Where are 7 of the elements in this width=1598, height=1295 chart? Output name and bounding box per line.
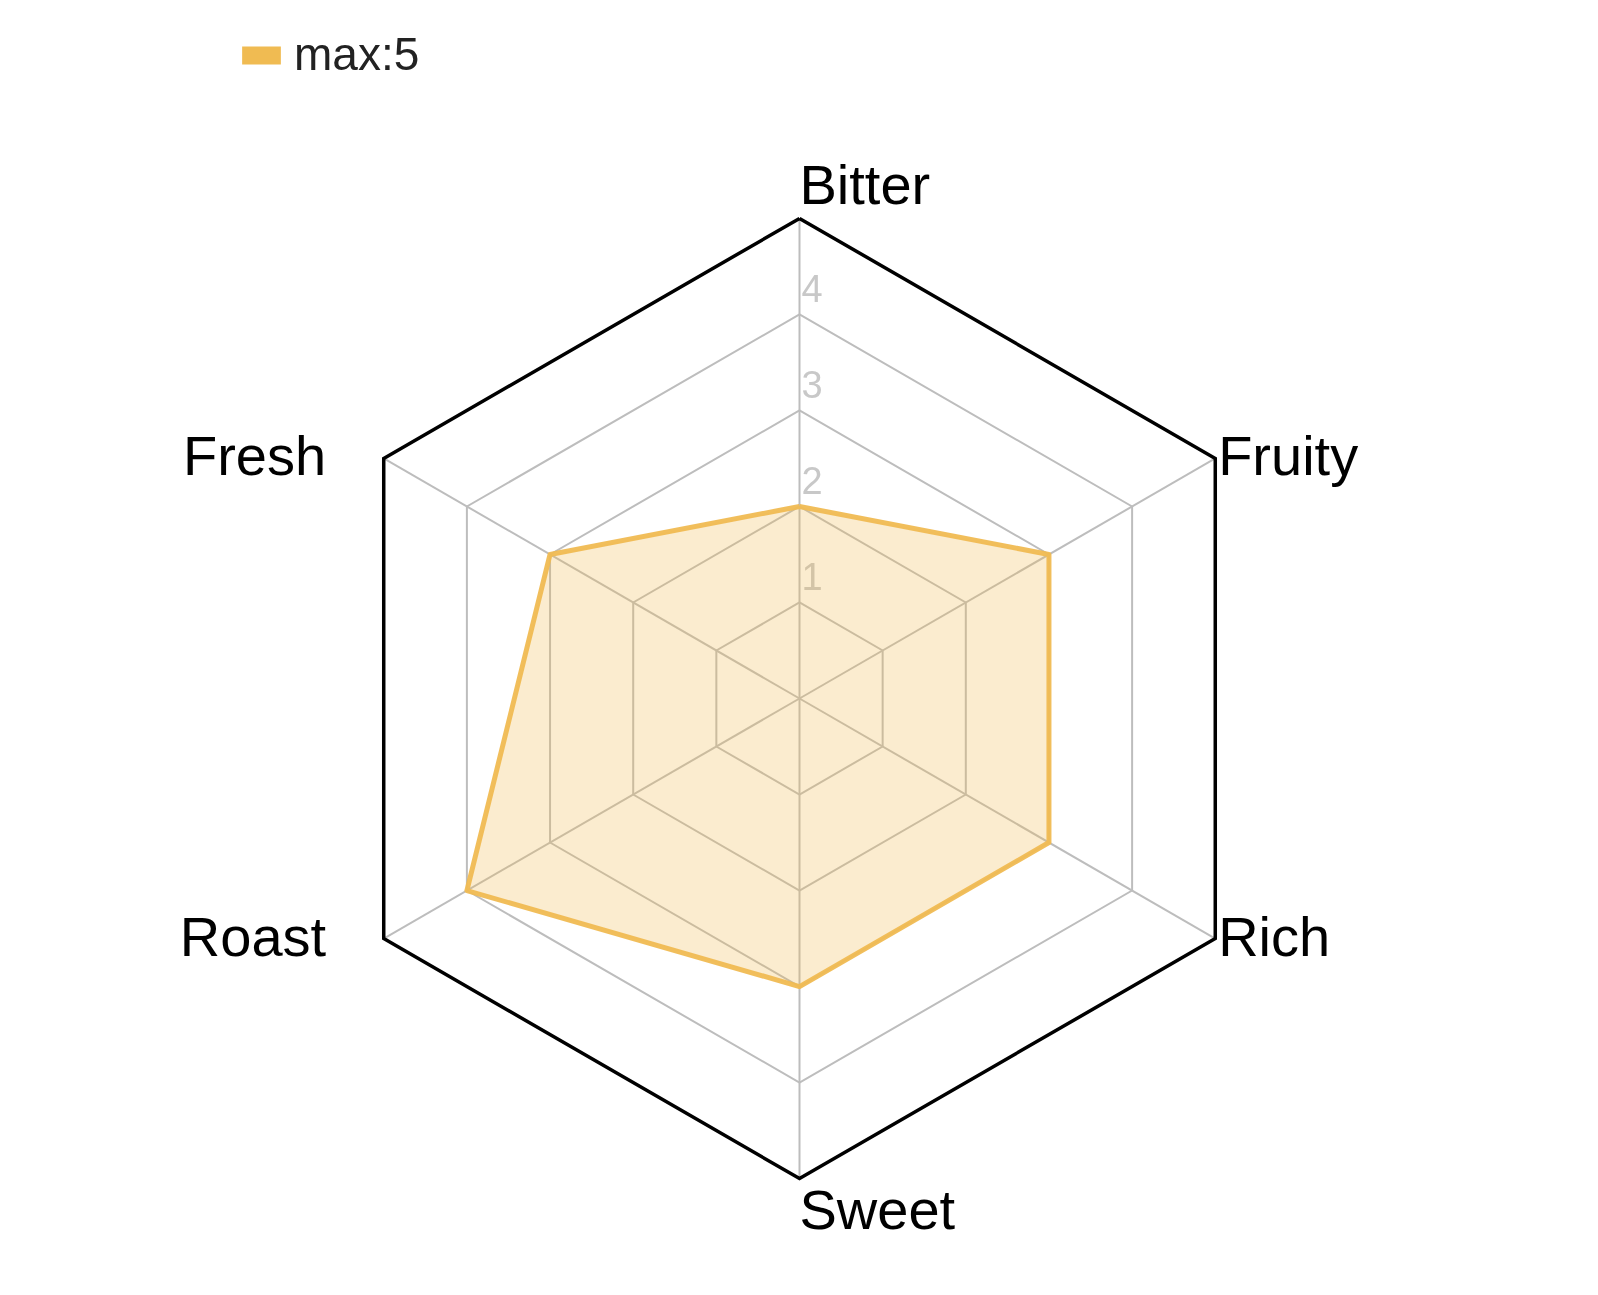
legend-label: max:5 xyxy=(294,27,420,80)
spoke-label: Sweet xyxy=(799,1177,956,1241)
spoke-label: Fresh xyxy=(182,424,327,488)
spoke-label: Fruity xyxy=(1218,424,1359,488)
spoke-label: Bitter xyxy=(799,153,931,217)
spoke-label: Roast xyxy=(179,904,327,968)
spoke-label: Rich xyxy=(1218,904,1331,968)
